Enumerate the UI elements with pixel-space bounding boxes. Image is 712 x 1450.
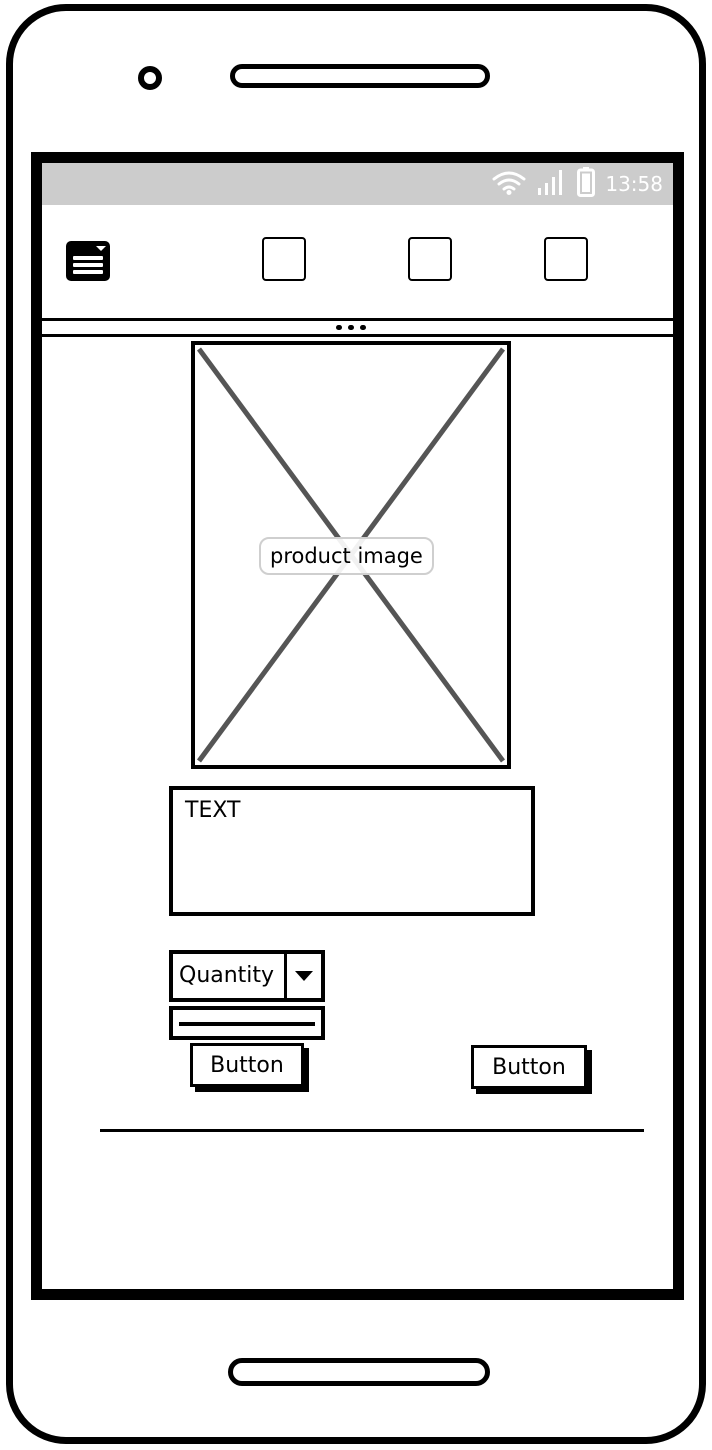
battery-icon	[577, 167, 596, 201]
product-description-field[interactable]: TEXT	[169, 786, 535, 916]
earpiece-speaker	[230, 64, 490, 88]
status-icons: 13:58	[491, 163, 663, 205]
left-button[interactable]: Button	[190, 1043, 304, 1087]
home-button[interactable]	[228, 1358, 490, 1386]
content-divider	[42, 334, 673, 337]
quantity-input-line	[179, 1022, 315, 1026]
wifi-icon	[491, 169, 527, 199]
menu-button[interactable]	[64, 239, 112, 283]
signal-icon	[537, 168, 567, 200]
quantity-label: Quantity	[179, 963, 275, 988]
phone-screen: 13:58 product image	[31, 152, 684, 1300]
app-bar-divider	[42, 318, 673, 321]
product-description-text: TEXT	[185, 798, 241, 823]
quantity-dropdown[interactable]: Quantity	[169, 950, 325, 1002]
left-button-label: Button	[210, 1052, 284, 1078]
right-button-label: Button	[492, 1054, 566, 1080]
dropdown-arrow-icon	[284, 954, 321, 998]
drag-handle[interactable]	[336, 325, 372, 331]
product-image: product image	[191, 341, 511, 769]
menu-window-icon	[64, 241, 112, 287]
tab-1[interactable]	[262, 237, 306, 281]
status-bar: 13:58	[42, 163, 673, 205]
right-button[interactable]: Button	[471, 1045, 587, 1089]
front-camera	[138, 66, 162, 90]
quantity-input[interactable]	[169, 1006, 325, 1040]
tab-3[interactable]	[544, 237, 588, 281]
status-time: 13:58	[605, 172, 663, 196]
product-image-label: product image	[259, 537, 434, 575]
tab-2[interactable]	[408, 237, 452, 281]
app-bar	[42, 205, 673, 319]
bottom-divider	[100, 1129, 644, 1132]
